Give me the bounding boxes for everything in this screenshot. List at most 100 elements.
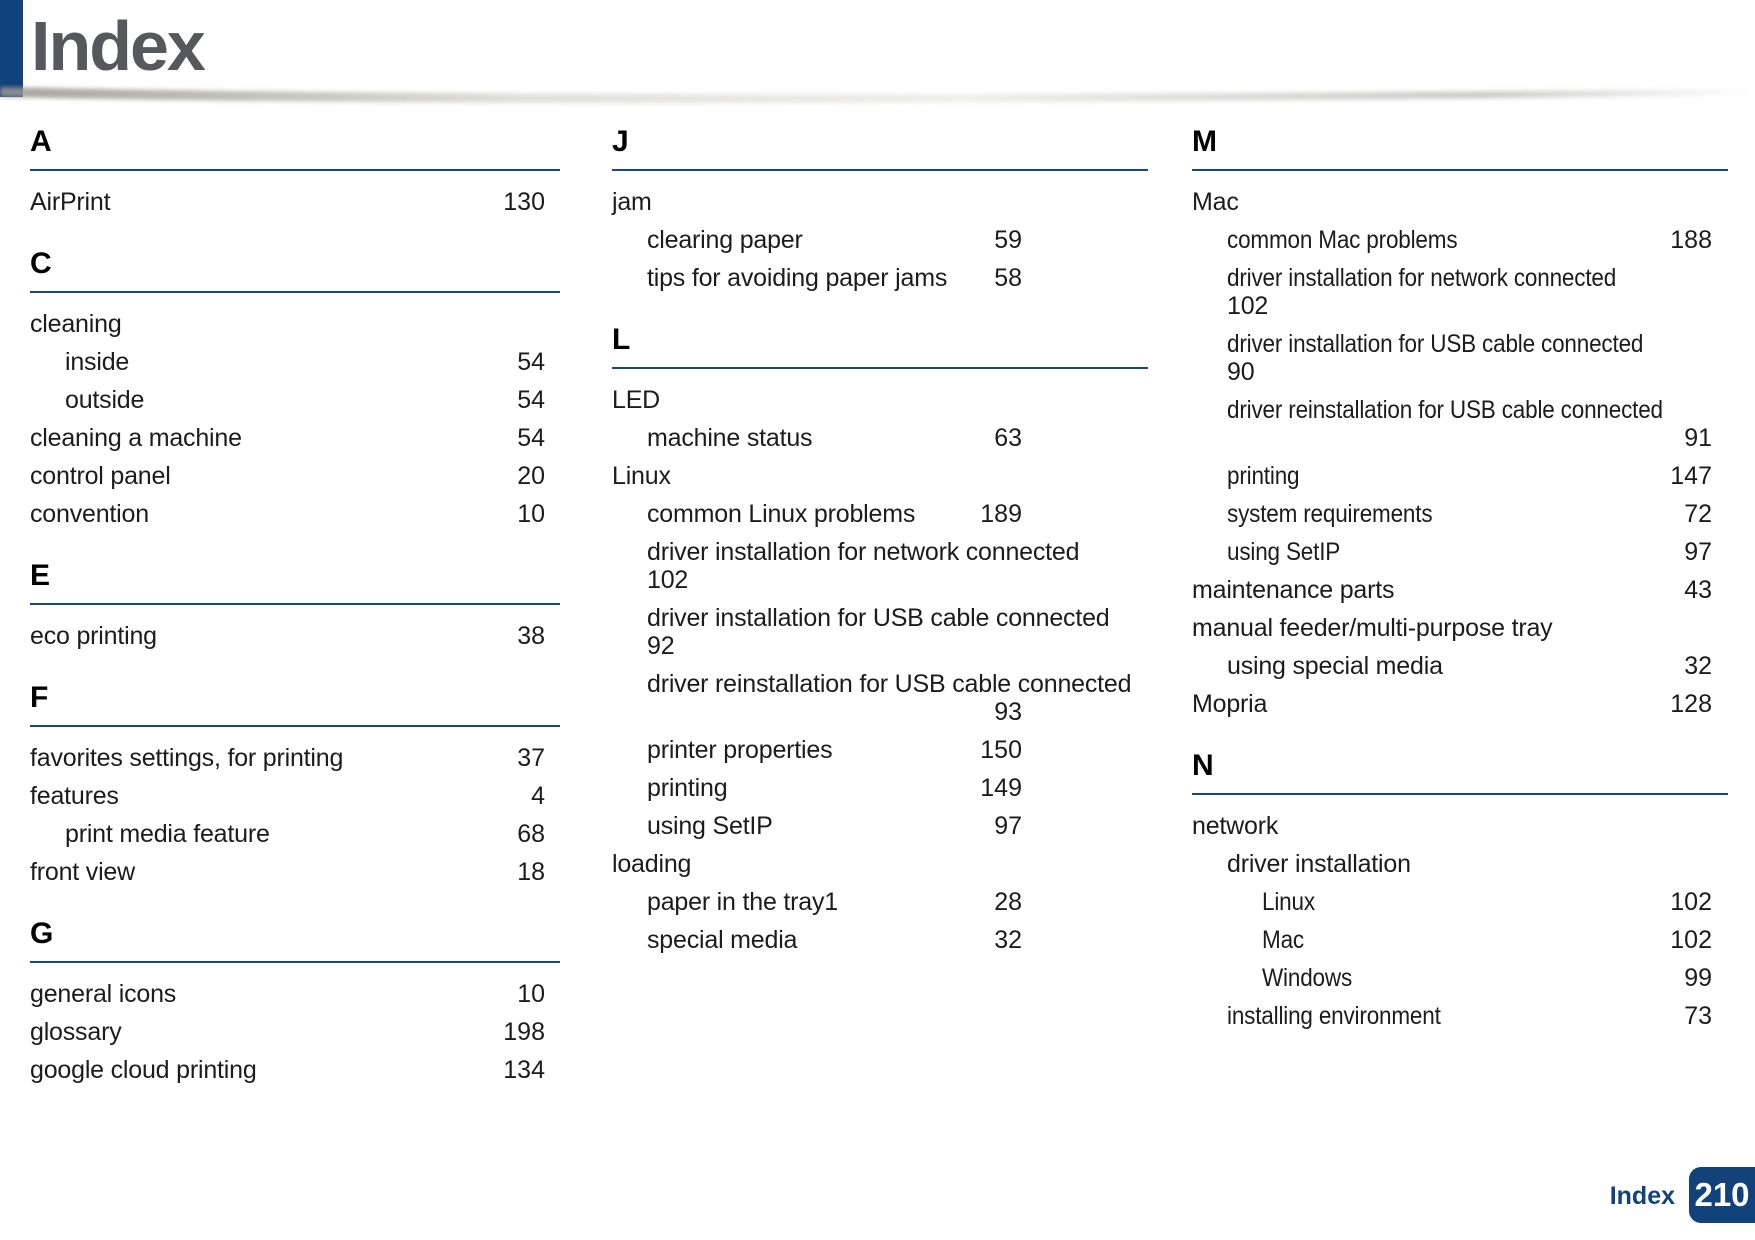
index-entry: machine status 63 xyxy=(612,419,1022,457)
section-rule xyxy=(612,169,1148,171)
page-title: Index xyxy=(31,7,206,85)
index-entry: convention 10 xyxy=(30,495,545,533)
entry-label: eco printing xyxy=(30,622,157,650)
section-entries: jam clearing paper 59 tips for avoiding pap… xyxy=(612,183,1022,297)
entry-page-number: 92 xyxy=(647,632,675,660)
entry-page-number: 72 xyxy=(1684,500,1712,528)
entry-label: loading xyxy=(612,850,692,878)
index-entry: printer properties 150 xyxy=(612,731,1022,769)
entry-page-number: 91 xyxy=(1684,424,1712,452)
index-section: A AirPrint 130 xyxy=(30,125,560,221)
index-entry: printing 147 xyxy=(1192,457,1712,495)
entry-label: Mac xyxy=(1262,926,1304,954)
section-entries: general icons 10 glossary 198 google cloud p… xyxy=(30,975,545,1089)
index-entry: loading xyxy=(612,845,1022,883)
index-entry: features 4 xyxy=(30,777,545,815)
entry-page-number: 102 xyxy=(1670,888,1712,916)
entry-label: Mac xyxy=(1192,188,1239,216)
entry-label: google cloud printing xyxy=(30,1056,257,1084)
entry-label: Linux xyxy=(612,462,671,490)
entry-label: driver installation for network connecte… xyxy=(647,538,1080,566)
entry-page-number: 90 xyxy=(1227,358,1255,386)
entry-label: jam xyxy=(612,188,652,216)
section-letter: L xyxy=(612,323,631,356)
index-entry: driver reinstallation for USB cable conn… xyxy=(612,665,1132,703)
entry-page-number: 147 xyxy=(1670,462,1712,490)
entry-label: printer properties xyxy=(647,736,833,764)
index-entry: google cloud printing 134 xyxy=(30,1051,545,1089)
index-entry-continuation: 102 xyxy=(1192,292,1712,320)
entry-label: LED xyxy=(612,386,661,414)
entry-page-number: 99 xyxy=(1684,964,1712,992)
entry-page-number: 134 xyxy=(503,1056,545,1084)
entry-page-number: 97 xyxy=(1684,538,1712,566)
entry-label: common Linux problems xyxy=(647,500,916,528)
index-entry: driver installation for network connecte… xyxy=(1192,259,1712,297)
entry-page-number: 28 xyxy=(994,888,1022,916)
entry-page-number: 97 xyxy=(994,812,1022,840)
entry-label: inside xyxy=(65,348,130,376)
entry-label: driver installation for network connecte… xyxy=(1227,264,1617,292)
section-letter: C xyxy=(30,247,52,280)
index-entry: Linux xyxy=(612,457,1022,495)
section-letter: J xyxy=(612,125,629,158)
section-letter: M xyxy=(1192,125,1217,158)
entry-label: convention xyxy=(30,500,149,528)
index-entry: network xyxy=(1192,807,1712,845)
entry-page-number: 73 xyxy=(1684,1002,1712,1030)
entry-page-number: 189 xyxy=(980,500,1022,528)
index-entry: inside 54 xyxy=(30,343,545,381)
index-entry: maintenance parts 43 xyxy=(1192,571,1712,609)
entry-label: installing environment xyxy=(1227,1002,1441,1030)
section-rule xyxy=(30,169,560,171)
section-letter: A xyxy=(30,125,52,158)
index-entry: using SetIP 97 xyxy=(612,807,1022,845)
entry-label: using SetIP xyxy=(647,812,773,840)
section-entries: network driver installation Linux 102 Mac 102… xyxy=(1192,807,1712,1035)
entry-label: special media xyxy=(647,926,798,954)
index-entry: AirPrint 130 xyxy=(30,183,545,221)
entry-label: tips for avoiding paper jams xyxy=(647,264,948,292)
entry-page-number: 43 xyxy=(1684,576,1712,604)
index-entry: using SetIP 97 xyxy=(1192,533,1712,571)
index-entry: driver reinstallation for USB cable conn… xyxy=(1192,391,1712,429)
entry-page-number: 188 xyxy=(1670,226,1712,254)
section-rule xyxy=(1192,793,1728,795)
index-entry-continuation: 91 xyxy=(1192,424,1712,452)
index-entry: printing 149 xyxy=(612,769,1022,807)
index-entry: special media 32 xyxy=(612,921,1022,959)
entry-page-number: 198 xyxy=(503,1018,545,1046)
entry-page-number: 130 xyxy=(503,188,545,216)
entry-label: printing xyxy=(647,774,728,802)
section-letter: G xyxy=(30,917,54,950)
entry-label: glossary xyxy=(30,1018,122,1046)
entry-label: favorites settings, for printing xyxy=(30,744,344,772)
index-entry: common Linux problems 189 xyxy=(612,495,1022,533)
index-entry: Windows 99 xyxy=(1192,959,1712,997)
entry-page-number: 54 xyxy=(517,386,545,414)
section-entries: favorites settings, for printing 37 featur… xyxy=(30,739,545,891)
entry-page-number: 63 xyxy=(994,424,1022,452)
index-entry: driver installation for USB cable connec… xyxy=(612,599,1110,637)
index-entry: general icons 10 xyxy=(30,975,545,1013)
index-entry: front view 18 xyxy=(30,853,545,891)
section-entries: cleaning inside 54 outside 54 cleaning a mach… xyxy=(30,305,545,533)
entry-label: AirPrint xyxy=(30,188,111,216)
entry-page-number: 38 xyxy=(517,622,545,650)
entry-label: machine status xyxy=(647,424,813,452)
index-entry: cleaning a machine 54 xyxy=(30,419,545,457)
index-entry: driver installation xyxy=(1192,845,1712,883)
entry-label: features xyxy=(30,782,119,810)
entry-page-number: 59 xyxy=(994,226,1022,254)
entry-label: using SetIP xyxy=(1227,538,1341,566)
entry-label: cleaning xyxy=(30,310,122,338)
index-entry: jam xyxy=(612,183,1022,221)
entry-page-number: 37 xyxy=(517,744,545,772)
index-entry: common Mac problems 188 xyxy=(1192,221,1712,259)
entry-label: general icons xyxy=(30,980,177,1008)
section-letter: F xyxy=(30,681,49,714)
